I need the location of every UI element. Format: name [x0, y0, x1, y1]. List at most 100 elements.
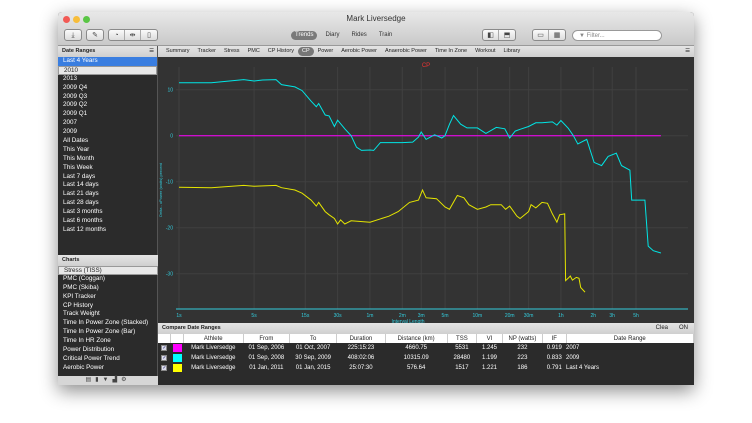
- table-row[interactable]: ✓ Mark Liversedge 01 Sep, 2006 01 Oct, 2007…: [158, 343, 694, 353]
- color-swatch[interactable]: [172, 344, 182, 352]
- chart-list-item[interactable]: PMC (Skiba): [63, 283, 99, 291]
- date-range-item[interactable]: 2009 Q3: [63, 92, 88, 100]
- tab-aerobic-power[interactable]: Aerobic Power: [341, 48, 377, 54]
- date-range-item[interactable]: Last 12 months: [63, 225, 107, 233]
- date-range-item[interactable]: 2009 Q2: [63, 101, 88, 109]
- tab-stress[interactable]: Stress: [223, 48, 240, 54]
- minimize-button[interactable]: [73, 16, 80, 23]
- date-range-item[interactable]: Last 28 days: [63, 199, 99, 207]
- filter-input[interactable]: ▼ Filter...: [572, 30, 662, 41]
- gear-icon[interactable]: ⚙: [121, 377, 131, 383]
- date-range-item[interactable]: This Week: [63, 163, 93, 171]
- filter-icon[interactable]: ▼: [102, 377, 113, 383]
- chart-list-item[interactable]: PMC (Coggan): [63, 274, 105, 282]
- stopwatch-icon[interactable]: ◔: [109, 30, 125, 40]
- color-swatch[interactable]: [172, 354, 182, 362]
- chart-list-item[interactable]: CP History: [63, 301, 93, 309]
- bookmark-icon[interactable]: ▮: [95, 377, 103, 383]
- series-line-2009: [179, 79, 662, 254]
- date-range-item[interactable]: Last 21 days: [63, 190, 99, 198]
- tab-workout[interactable]: Workout: [475, 48, 496, 54]
- table-row[interactable]: ✓ Mark Liversedge 01 Jan, 2011 01 Jan, 2015…: [158, 363, 694, 373]
- table-cell: Last 4 Years: [566, 365, 600, 371]
- color-swatch[interactable]: [172, 364, 182, 372]
- clear-button[interactable]: Clea: [655, 325, 668, 331]
- tab-cp[interactable]: CP: [297, 47, 314, 56]
- date-range-item[interactable]: 2009 Q4: [63, 83, 88, 91]
- tab-tracker[interactable]: Tracker: [197, 48, 216, 54]
- column-header[interactable]: Distance (km): [385, 334, 448, 343]
- table-row[interactable]: ✓ Mark Liversedge 01 Sep, 2008 30 Sep, 2009…: [158, 353, 694, 363]
- column-header[interactable]: IF: [542, 334, 567, 343]
- chart-list-item[interactable]: Time In Power Zone (Stacked): [63, 319, 149, 327]
- menu-icon[interactable]: ☰: [149, 48, 154, 54]
- date-range-item[interactable]: All Dates: [63, 137, 89, 145]
- close-button[interactable]: [63, 16, 70, 23]
- tab-cp-history[interactable]: CP History: [267, 48, 294, 54]
- tab-power[interactable]: Power: [317, 48, 334, 54]
- column-header[interactable]: VI: [476, 334, 503, 343]
- column-header[interactable]: Athlete: [183, 334, 244, 343]
- tab-pmc[interactable]: PMC: [247, 48, 260, 54]
- column-header[interactable]: From: [243, 334, 291, 343]
- on-toggle[interactable]: ON: [679, 325, 688, 331]
- tab-summary[interactable]: Summary: [166, 48, 190, 54]
- date-range-item[interactable]: Last 4 Years: [58, 57, 157, 66]
- tile-layout-icon[interactable]: ▦: [553, 32, 561, 39]
- chart-icon[interactable]: ▟: [112, 377, 122, 383]
- sidebar-toggle-icon[interactable]: ◧: [483, 30, 499, 40]
- bottom-panel-toggle-icon[interactable]: ⬒: [503, 32, 511, 39]
- date-range-item[interactable]: 2010: [58, 65, 157, 75]
- column-header[interactable]: [170, 334, 184, 343]
- table-cell: 30 Sep, 2009: [295, 355, 331, 361]
- row-checkbox[interactable]: ✓: [161, 345, 168, 351]
- chart-list-item[interactable]: Track Weight: [63, 310, 100, 318]
- chart-list-item[interactable]: Time In HR Zone: [63, 337, 111, 345]
- column-header[interactable]: Duration: [336, 334, 386, 343]
- date-range-item[interactable]: Last 7 days: [63, 172, 96, 180]
- zoom-button[interactable]: [83, 16, 90, 23]
- date-range-item[interactable]: 2007: [63, 119, 78, 127]
- split-icon[interactable]: ⇹: [125, 30, 141, 40]
- tab-layout-icon[interactable]: ▭: [533, 30, 549, 40]
- trash-icon[interactable]: ▯: [147, 32, 151, 39]
- row-checkbox[interactable]: ✓: [161, 365, 168, 371]
- row-checkbox[interactable]: ✓: [161, 355, 168, 361]
- date-range-item[interactable]: Last 3 months: [63, 208, 103, 216]
- download-icon[interactable]: ⤓: [71, 32, 75, 39]
- table-cell: Mark Liversedge: [191, 355, 236, 361]
- column-header[interactable]: Date Range: [566, 334, 694, 343]
- chart-list-item[interactable]: Stress (TISS): [58, 266, 158, 275]
- column-header[interactable]: To: [289, 334, 337, 343]
- date-range-item[interactable]: This Month: [63, 154, 95, 162]
- compose-icon[interactable]: ✎: [92, 32, 98, 39]
- column-header[interactable]: NP (watts): [502, 334, 544, 343]
- column-header[interactable]: TSS: [447, 334, 478, 343]
- y-tick-label: -30: [166, 272, 173, 278]
- date-range-item[interactable]: Last 14 days: [63, 181, 99, 189]
- tab-time-in-zone[interactable]: Time In Zone: [434, 48, 468, 54]
- view-trends[interactable]: Trends: [291, 31, 318, 40]
- view-train[interactable]: Train: [378, 32, 393, 38]
- chart-list-item[interactable]: Time In Power Zone (Bar): [63, 328, 136, 336]
- table-cell: Mark Liversedge: [191, 365, 236, 371]
- tab-menu-icon[interactable]: ☰: [685, 48, 690, 54]
- calendar-icon[interactable]: ▤: [85, 377, 96, 383]
- chart-list-item[interactable]: KPI Tracker: [63, 292, 96, 300]
- view-diary[interactable]: Diary: [325, 32, 340, 38]
- date-range-item[interactable]: This Year: [63, 145, 90, 153]
- column-header[interactable]: [158, 334, 172, 343]
- table-cell: 01 Jan, 2011: [249, 365, 284, 371]
- tab-library[interactable]: Library: [503, 48, 521, 54]
- view-rides[interactable]: Rides: [351, 32, 367, 38]
- date-range-item[interactable]: Last 6 months: [63, 217, 103, 225]
- chart-list-item[interactable]: Aerobic Power: [63, 363, 104, 371]
- tab-anaerobic-power[interactable]: Anaerobic Power: [385, 48, 427, 54]
- x-tick-label: 30m: [524, 313, 534, 319]
- date-range-item[interactable]: 2009 Q1: [63, 110, 88, 118]
- chart-list-item[interactable]: Critical Power Trend: [63, 354, 120, 362]
- date-range-item[interactable]: 2013: [63, 74, 78, 82]
- date-range-item[interactable]: 2009: [63, 128, 78, 136]
- table-cell: 01 Jan, 2015: [295, 365, 331, 371]
- chart-list-item[interactable]: Power Distribution: [63, 346, 115, 354]
